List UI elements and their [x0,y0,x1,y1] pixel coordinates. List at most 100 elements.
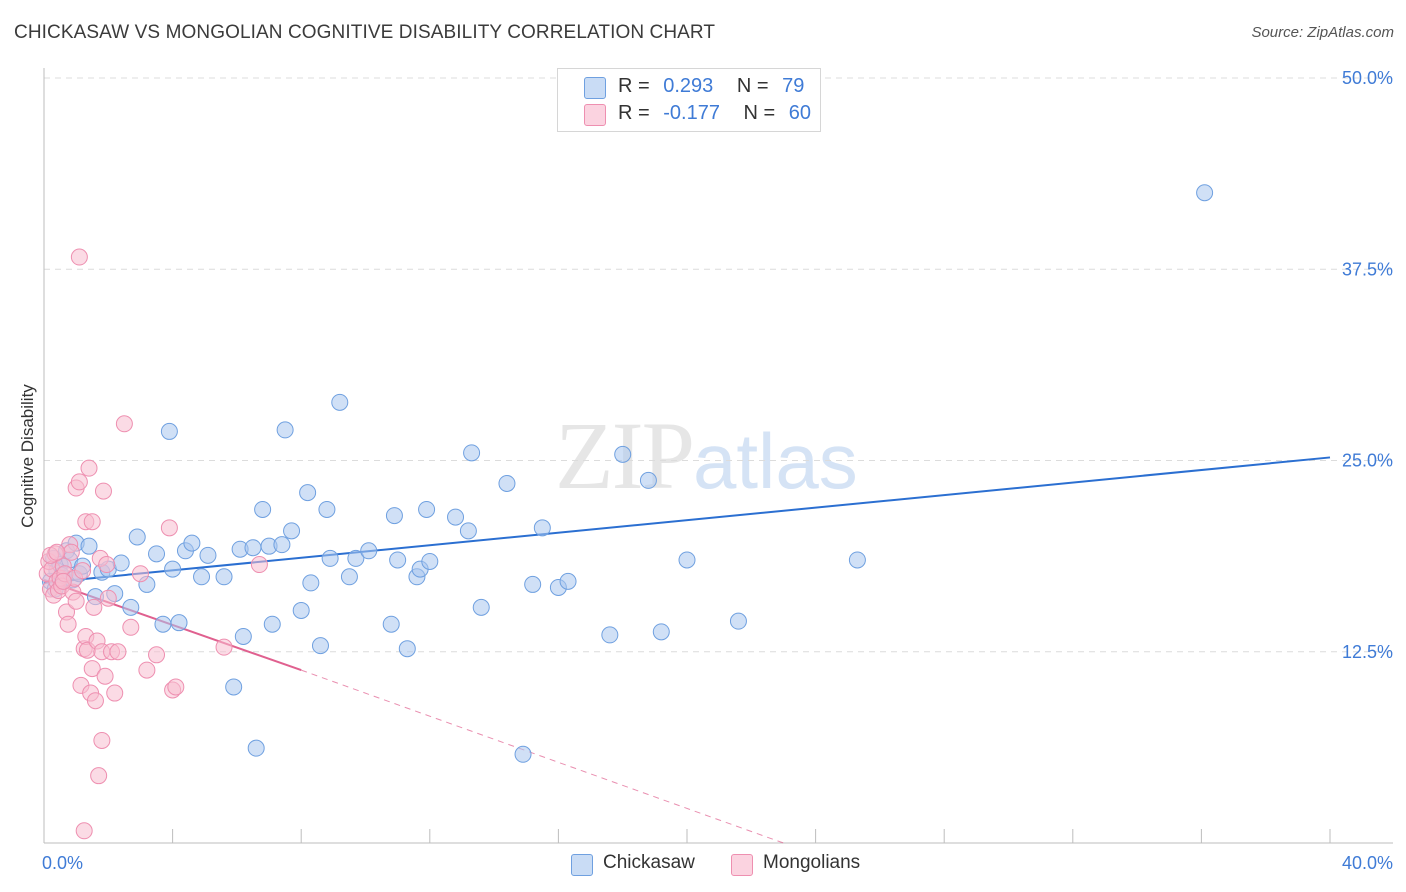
data-point-chickasaw [225,678,243,696]
data-point-chickasaw [283,522,301,540]
y-tick-label: 12.5% [1342,642,1393,662]
correlation-legend: R = 0.293 N = 79 R = -0.177 N = 60 [557,68,821,132]
data-point-chickasaw [385,507,403,525]
data-points [38,184,1214,840]
data-point-chickasaw [524,575,542,593]
legend-n-label: N = [743,102,776,124]
data-point-chickasaw [459,522,477,540]
data-point-chickasaw [247,739,265,757]
data-point-chickasaw [447,508,465,526]
data-point-chickasaw [559,572,577,590]
chart-title: CHICKASAW VS MONGOLIAN COGNITIVE DISABIL… [14,22,716,43]
data-point-chickasaw [292,601,310,619]
data-point-chickasaw [340,568,358,586]
data-point-mongolians [74,562,92,580]
legend-n-value: 79 [782,75,805,97]
data-point-chickasaw [148,545,166,563]
data-point-mongolians [167,678,185,696]
data-point-mongolians [70,473,88,491]
data-point-chickasaw [170,614,188,632]
data-point-chickasaw [80,537,98,555]
data-point-chickasaw [421,552,439,570]
data-point-chickasaw [112,554,130,572]
data-point-chickasaw [601,626,619,644]
x-tick-label: 40.0% [1342,853,1393,873]
legend-swatch-mongolians [584,104,606,126]
data-point-chickasaw [193,568,211,586]
bottom-legend-swatch-mongolians [731,854,753,876]
x-tick-label: 0.0% [42,853,83,873]
data-point-chickasaw [276,421,294,439]
data-point-mongolians [86,692,104,710]
data-point-mongolians [48,543,66,561]
data-point-chickasaw [614,445,632,463]
data-point-mongolians [80,459,98,477]
data-point-mongolians [99,589,117,607]
data-point-chickasaw [848,551,866,569]
data-point-mongolians [59,615,77,633]
data-point-chickasaw [389,551,407,569]
legend-r-label: R = [618,102,650,124]
legend-r-label: R = [618,75,650,97]
data-point-chickasaw [382,615,400,633]
data-point-mongolians [94,482,112,500]
data-point-chickasaw [154,615,172,633]
data-point-mongolians [148,646,166,664]
data-point-chickasaw [234,627,252,645]
bottom-legend-label-mongolians: Mongolians [763,852,861,873]
data-point-chickasaw [652,623,670,641]
data-point-mongolians [106,684,124,702]
data-point-chickasaw [254,500,272,518]
legend-swatch-chickasaw [584,77,606,99]
data-point-chickasaw [463,444,481,462]
data-point-chickasaw [273,536,291,554]
data-point-chickasaw [418,500,436,518]
data-point-mongolians [215,638,233,656]
data-point-mongolians [54,572,72,590]
data-point-chickasaw [321,549,339,567]
data-point-chickasaw [160,422,178,440]
tick-labels: 12.5% 25.0% 37.5% 50.0% 0.0% 40.0% [42,68,1393,873]
data-point-chickasaw [360,542,378,560]
data-point-chickasaw [244,539,262,557]
data-point-chickasaw [331,393,349,411]
data-point-chickasaw [311,637,329,655]
data-point-mongolians [90,767,108,785]
data-point-mongolians [83,660,101,678]
legend-n-label: N = [736,75,769,97]
source-label: Source: ZipAtlas.com [1251,24,1394,41]
data-point-chickasaw [729,612,747,630]
data-point-mongolians [115,415,133,433]
y-axis-label: Cognitive Disability [18,384,37,528]
data-point-chickasaw [128,528,146,546]
legend-r-value: -0.177 [663,102,720,124]
data-point-mongolians [70,248,88,266]
data-point-mongolians [98,556,116,574]
data-point-chickasaw [263,615,281,633]
data-point-chickasaw [183,534,201,552]
data-point-mongolians [109,643,127,661]
data-point-mongolians [96,667,114,685]
data-point-chickasaw [318,500,336,518]
legend-n-value: 60 [788,102,812,124]
data-point-chickasaw [514,745,532,763]
data-point-chickasaw [122,598,140,616]
data-point-chickasaw [164,560,182,578]
data-point-chickasaw [199,546,217,564]
data-point-chickasaw [299,484,317,502]
data-point-mongolians [250,556,268,574]
data-point-chickasaw [498,474,516,492]
y-tick-label: 25.0% [1342,451,1393,471]
y-tick-label: 50.0% [1342,68,1393,88]
data-point-mongolians [131,565,149,583]
trend-line-extension-mongolians [301,669,784,844]
data-point-chickasaw [472,598,490,616]
data-point-mongolians [67,592,85,610]
data-point-mongolians [62,543,80,561]
data-point-chickasaw [302,574,320,592]
grid-lines [44,77,1393,653]
y-tick-label: 37.5% [1342,259,1393,279]
data-point-mongolians [93,731,111,749]
legend-r-value: 0.293 [663,75,714,97]
